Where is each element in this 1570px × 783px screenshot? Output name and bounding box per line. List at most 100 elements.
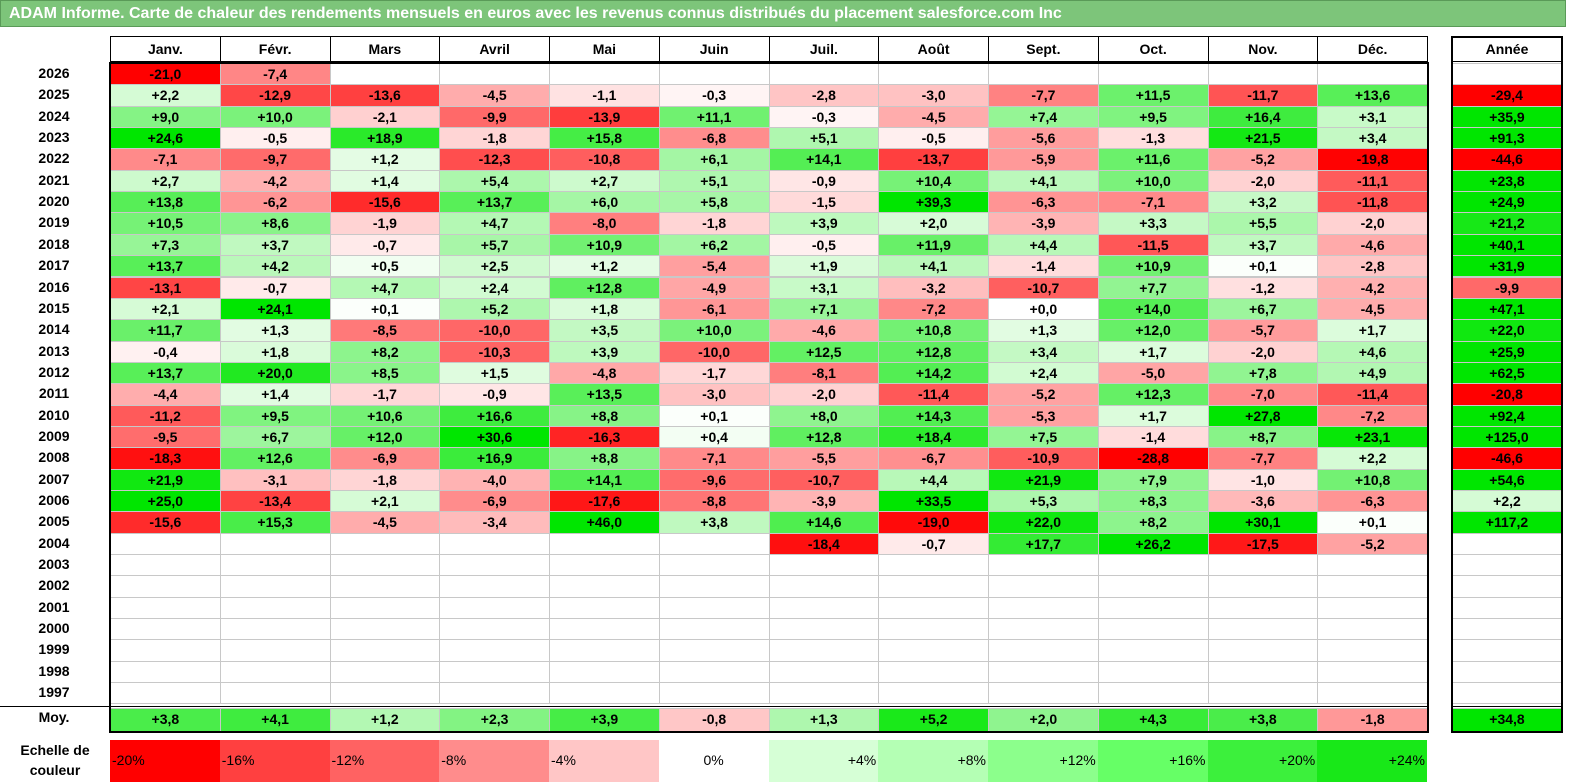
heatmap-cell: -0,5 <box>878 127 989 150</box>
heatmap-cell: -1,8 <box>439 127 550 150</box>
heatmap-cell: -7,7 <box>988 84 1099 107</box>
heatmap-cell: -4,8 <box>549 361 660 385</box>
heatmap-cell: -0,7 <box>878 532 989 556</box>
heatmap-cell <box>658 618 770 641</box>
heatmap-cell: -4,5 <box>439 84 550 107</box>
year-label: 2004 <box>38 534 70 551</box>
heatmap-cell: +5,5 <box>1207 212 1319 235</box>
heatmap-cell <box>219 618 331 641</box>
heatmap-cell <box>219 596 331 620</box>
heatmap-cell: +33,5 <box>878 490 989 513</box>
color-scale-swatch: +8% <box>878 740 988 782</box>
color-scale-swatch: 0% <box>658 740 769 782</box>
heatmap-cell <box>988 63 1099 86</box>
heatmap-cell: -21,0 <box>110 63 221 86</box>
heatmap-cell: +10,0 <box>219 105 331 129</box>
heatmap-cell <box>110 618 221 641</box>
heatmap-cell <box>1317 682 1428 705</box>
heatmap-cell <box>219 639 331 662</box>
year-label: 2011 <box>38 385 70 402</box>
heatmap-cell: +7,1 <box>768 297 880 321</box>
heatmap-cell: -6,8 <box>658 127 770 150</box>
heatmap-cell <box>329 532 441 556</box>
heatmap-cell: -0,3 <box>658 84 770 107</box>
heatmap-cell <box>439 639 550 662</box>
heatmap-cell: -13,6 <box>329 84 441 107</box>
heatmap-cell: -12,9 <box>219 84 331 107</box>
heatmap-cell: -1,9 <box>329 212 441 235</box>
heatmap-cell <box>768 554 880 577</box>
heatmap-cell: +18,9 <box>329 127 441 150</box>
heatmap-cell: -9,7 <box>219 148 331 171</box>
heatmap-cell: -15,6 <box>110 511 221 534</box>
heatmap-cell: +8,2 <box>329 340 441 363</box>
annual-cell: -44,6 <box>1452 148 1562 171</box>
heatmap-cell <box>768 596 880 620</box>
heatmap-cell: +14,2 <box>878 361 989 385</box>
annual-cell <box>1452 532 1562 556</box>
average-cell: -1,8 <box>1317 708 1428 732</box>
year-label: 2020 <box>38 193 70 210</box>
heatmap-cell: -4,4 <box>110 383 221 406</box>
heatmap-cell: +0,1 <box>1207 255 1319 278</box>
heatmap-cell: +2,4 <box>439 276 550 299</box>
heatmap-cell <box>110 532 221 556</box>
heatmap-cell: -13,1 <box>110 276 221 299</box>
average-cell: +1,3 <box>768 708 880 732</box>
heatmap-cell: +12,0 <box>1097 319 1209 342</box>
heatmap-cell: +2,0 <box>878 212 989 235</box>
heatmap-cell <box>329 575 441 598</box>
heatmap-cell: -4,6 <box>1317 233 1428 257</box>
year-label: 2014 <box>38 321 70 338</box>
heatmap-cell: -11,4 <box>1317 383 1428 406</box>
heatmap-cell <box>988 660 1099 684</box>
month-header: Juil. <box>768 36 880 62</box>
heatmap-cell: +12,6 <box>219 447 331 470</box>
heatmap-cell: -6,3 <box>1317 490 1428 513</box>
heatmap-cell <box>768 660 880 684</box>
heatmap-cell: +12,8 <box>768 425 880 449</box>
heatmap-cell: -16,3 <box>549 425 660 449</box>
heatmap-cell: -18,3 <box>110 447 221 470</box>
heatmap-cell <box>768 575 880 598</box>
heatmap-cell: +9,5 <box>219 404 331 427</box>
heatmap-cell <box>1097 554 1209 577</box>
heatmap-cell: +2,4 <box>988 361 1099 385</box>
heatmap-cell <box>988 639 1099 662</box>
color-scale-swatch: +16% <box>1097 740 1208 782</box>
heatmap-cell: +10,8 <box>1317 468 1428 491</box>
heatmap-cell <box>439 618 550 641</box>
heatmap-cell: +16,9 <box>439 447 550 470</box>
average-cell: +3,8 <box>110 708 221 732</box>
color-scale-swatch: +4% <box>768 740 879 782</box>
heatmap-cell: +0,1 <box>329 297 441 321</box>
heatmap-cell: +5,3 <box>988 490 1099 513</box>
month-header: Nov. <box>1207 36 1319 62</box>
heatmap-cell <box>988 596 1099 620</box>
average-cell: +1,2 <box>329 708 441 732</box>
heatmap-cell: +22,0 <box>988 511 1099 534</box>
heatmap-cell: -10,8 <box>549 148 660 171</box>
year-label: 2016 <box>38 278 70 295</box>
report-title: ADAM Informe. Carte de chaleur des rende… <box>0 0 1566 27</box>
heatmap-cell: -1,1 <box>549 84 660 107</box>
heatmap-cell: +21,9 <box>988 468 1099 491</box>
heatmap-cell: -7,2 <box>1317 404 1428 427</box>
heatmap-cell: +12,8 <box>549 276 660 299</box>
heatmap-cell: -1,2 <box>1207 276 1319 299</box>
heatmap-cell: -5,0 <box>1097 361 1209 385</box>
heatmap-cell: +18,4 <box>878 425 989 449</box>
heatmap-cell <box>549 639 660 662</box>
heatmap-cell <box>658 682 770 705</box>
heatmap-cell: +3,4 <box>1317 127 1428 150</box>
heatmap-cell <box>549 660 660 684</box>
heatmap-cell: -5,2 <box>1317 532 1428 556</box>
heatmap-cell <box>219 660 331 684</box>
heatmap-cell: +3,7 <box>219 233 331 257</box>
heatmap-cell <box>110 639 221 662</box>
heatmap-cell: +26,2 <box>1097 532 1209 556</box>
heatmap-cell: -1,5 <box>768 191 880 214</box>
year-label: 2022 <box>38 150 70 167</box>
heatmap-cell: -6,3 <box>988 191 1099 214</box>
heatmap-cell <box>658 63 770 86</box>
